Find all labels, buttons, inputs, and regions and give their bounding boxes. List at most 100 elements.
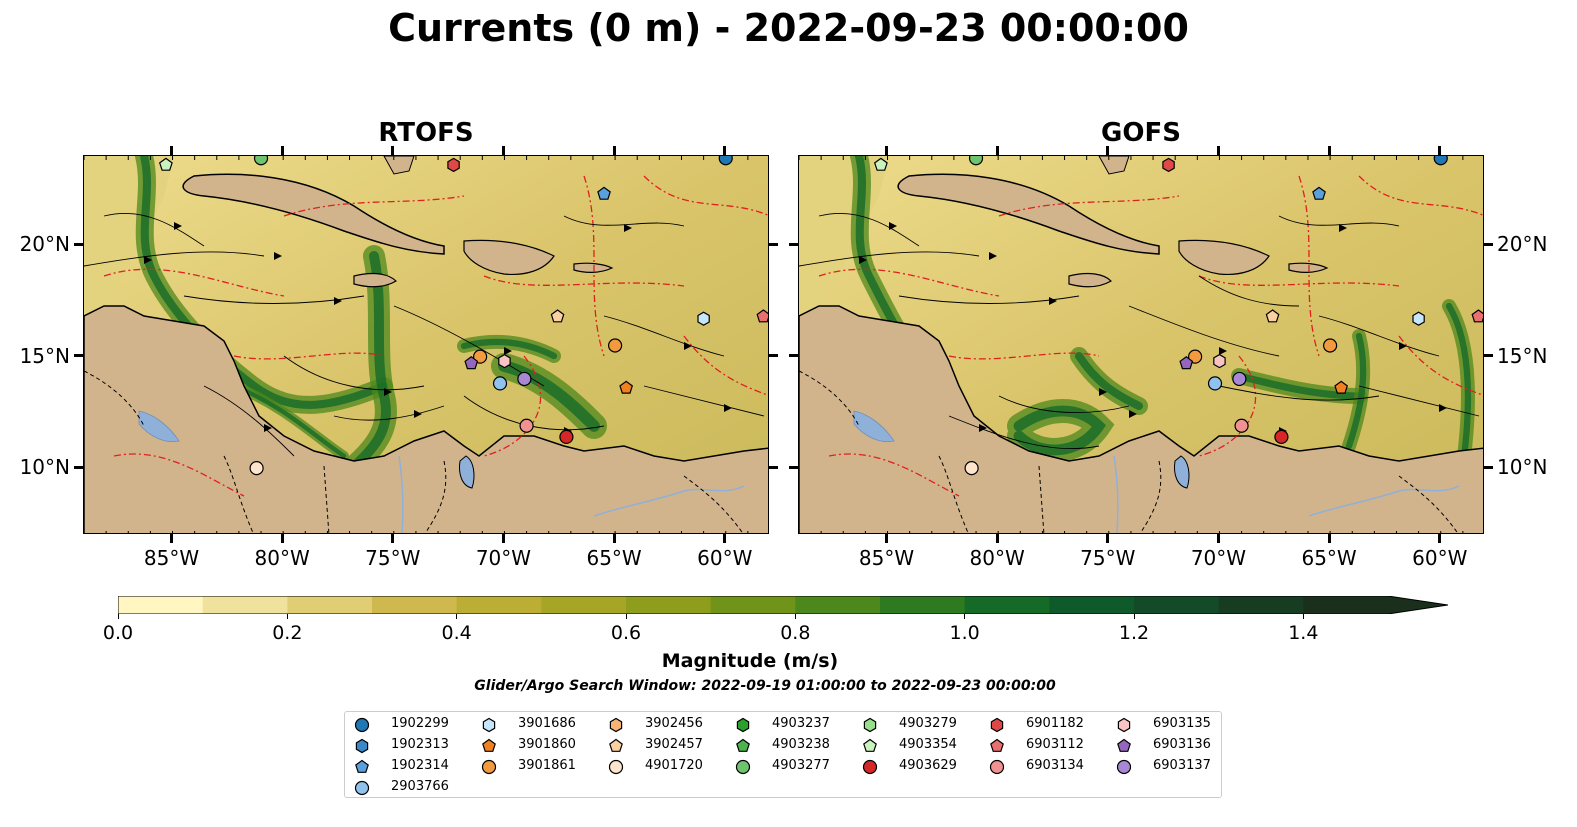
- colorbar-tick-label: 0.2: [272, 622, 303, 644]
- lat-tick-label-right: 15°N: [1497, 343, 1548, 368]
- lat-tick-label-left: 15°N: [19, 343, 70, 368]
- colorbar-segment: [202, 596, 288, 614]
- legend-label: 4903277: [772, 758, 830, 773]
- colorbar-segment: [795, 596, 881, 614]
- float-marker: [968, 156, 984, 166]
- colorbar-segment: [287, 596, 373, 614]
- float-marker: [1412, 311, 1425, 326]
- legend-label: 3902456: [645, 716, 703, 731]
- float-marker: [249, 461, 264, 476]
- tick-mark: [789, 242, 798, 246]
- pentagon-marker-icon: [482, 738, 496, 752]
- tick-mark: [391, 534, 395, 543]
- legend-label: 1902313: [391, 737, 449, 752]
- colorbar-tick: [117, 614, 119, 619]
- float-marker: [1433, 156, 1448, 166]
- tick-mark: [1484, 465, 1493, 469]
- float-marker: [447, 157, 460, 173]
- hexagon-marker-icon: [482, 717, 496, 733]
- tick-mark: [280, 146, 284, 155]
- colorbar-tick: [456, 614, 458, 619]
- tick-mark: [1438, 146, 1442, 155]
- colorbar-tick-label: 1.2: [1118, 622, 1150, 644]
- colorbar-tick-label: 1.4: [1288, 622, 1319, 644]
- lon-tick-label: 70°W: [1190, 546, 1247, 570]
- circle-marker-icon: [735, 759, 751, 775]
- float-marker: [1471, 309, 1483, 323]
- lon-tick-label: 65°W: [586, 546, 642, 570]
- lon-tick-label: 60°W: [697, 546, 753, 570]
- legend-label: 6901182: [1026, 716, 1084, 731]
- lat-tick-label-right: 20°N: [1497, 232, 1548, 257]
- float-marker: [1188, 349, 1203, 364]
- colorbar-segment: [118, 596, 204, 614]
- hexagon-marker-icon: [736, 717, 750, 733]
- tick-mark: [612, 534, 616, 543]
- tick-mark: [789, 465, 798, 469]
- colorbar-extend-arrow: [1388, 596, 1448, 614]
- legend-label: 6903135: [1153, 716, 1211, 731]
- tick-mark: [391, 146, 395, 155]
- colorbar-tick: [625, 614, 627, 619]
- tick-mark: [789, 354, 798, 358]
- float-marker: [550, 309, 565, 323]
- legend-label: 1902314: [391, 758, 449, 773]
- colorbar-segment: [626, 596, 712, 614]
- lon-tick-label: 75°W: [1080, 546, 1136, 570]
- legend-label: 4903237: [772, 716, 830, 731]
- lat-tick-label-right: 10°N: [1497, 455, 1548, 480]
- tick-mark: [74, 242, 83, 246]
- hexagon-marker-icon: [990, 717, 1004, 733]
- colorbar-segment: [1134, 596, 1220, 614]
- tick-mark: [885, 146, 889, 155]
- float-marker: [873, 157, 888, 171]
- float-marker: [1207, 376, 1223, 391]
- tick-mark: [170, 146, 174, 155]
- legend-label: 4903629: [899, 758, 957, 773]
- colorbar-segment: [1218, 596, 1304, 614]
- tick-mark: [769, 354, 778, 358]
- float-marker: [1234, 418, 1249, 433]
- tick-mark: [995, 146, 999, 155]
- tick-mark: [170, 534, 174, 543]
- colorbar-segment: [456, 596, 542, 614]
- float-marker: [1322, 338, 1338, 353]
- rtofs-panel-title: RTOFS: [378, 118, 474, 148]
- float-marker: [718, 156, 733, 166]
- float-marker: [697, 311, 710, 326]
- gofs-current-map: [798, 155, 1484, 534]
- gofs-panel-title: GOFS: [1101, 118, 1181, 148]
- tick-mark: [1484, 242, 1493, 246]
- colorbar-segment: [541, 596, 627, 614]
- pentagon-marker-icon: [609, 738, 623, 752]
- tick-mark: [501, 146, 505, 155]
- lat-tick-label-left: 20°N: [19, 232, 70, 257]
- legend-label: 3901861: [518, 758, 576, 773]
- circle-marker-icon: [862, 759, 878, 775]
- lon-tick-label: 70°W: [475, 546, 532, 570]
- legend-label: 3901686: [518, 716, 576, 731]
- hexagon-marker-icon: [609, 717, 623, 733]
- tick-mark: [1216, 534, 1220, 543]
- lon-tick-label: 75°W: [365, 546, 421, 570]
- float-marker: [253, 156, 269, 166]
- colorbar-tick: [1302, 614, 1304, 619]
- float-marker: [158, 157, 173, 171]
- circle-marker-icon: [1116, 759, 1132, 775]
- tick-mark: [723, 146, 727, 155]
- tick-mark: [74, 354, 83, 358]
- circle-marker-icon: [354, 780, 370, 796]
- colorbar-tick-label: 0.0: [102, 622, 134, 644]
- colorbar-segment: [880, 596, 966, 614]
- colorbar-tick-label: 0.6: [610, 622, 642, 644]
- search-window-text: Glider/Argo Search Window: 2022-09-19 01…: [474, 678, 1056, 694]
- figure-title: Currents (0 m) - 2022-09-23 00:00:00: [388, 6, 1189, 50]
- tick-mark: [1327, 534, 1331, 543]
- tick-mark: [1216, 146, 1220, 155]
- float-marker: [756, 309, 768, 323]
- tick-mark: [1106, 534, 1110, 543]
- float-marker: [1265, 309, 1280, 323]
- colorbar-segment: [964, 596, 1050, 614]
- circle-marker-icon: [989, 759, 1005, 775]
- float-marker: [473, 349, 488, 364]
